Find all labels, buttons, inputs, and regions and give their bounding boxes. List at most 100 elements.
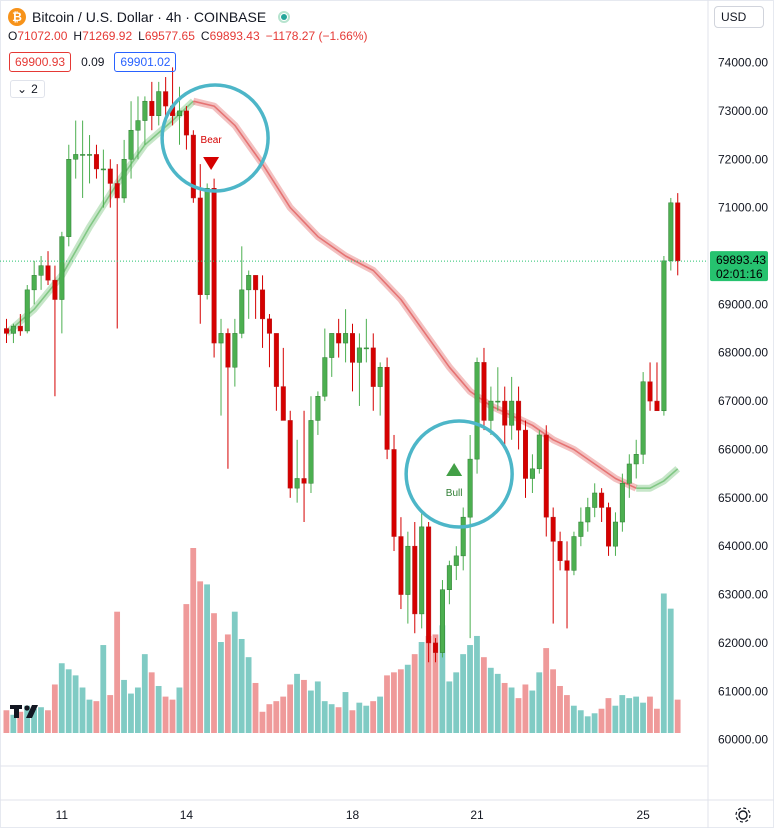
- indicator-count: 2: [31, 82, 38, 96]
- volume-bar: [460, 654, 467, 733]
- volume-bar: [342, 692, 349, 733]
- candle-body: [543, 434, 549, 518]
- candle-body: [100, 168, 106, 171]
- candle-body: [197, 197, 203, 295]
- candle-body: [661, 260, 667, 412]
- volume-bar: [480, 657, 487, 733]
- candle: [73, 120, 79, 179]
- candle: [384, 357, 390, 460]
- volume-bar: [218, 642, 224, 733]
- volume-bar: [584, 716, 591, 733]
- tradingview-logo-icon[interactable]: [10, 702, 46, 720]
- sell-price-button[interactable]: 69900.93: [9, 52, 72, 72]
- volume-bar: [363, 705, 370, 733]
- volume-bar: [162, 696, 169, 733]
- candle: [4, 318, 9, 344]
- symbol-title[interactable]: Bitcoin / U.S. Dollar · 4h · COINBASE: [32, 9, 267, 25]
- candle-body: [38, 265, 44, 276]
- low-value: L69577.65: [138, 29, 195, 43]
- candle: [45, 251, 51, 286]
- candle-body: [391, 449, 397, 537]
- candle: [564, 541, 570, 629]
- candle-body: [467, 458, 473, 518]
- candle-body: [211, 188, 217, 344]
- volume-bar: [377, 696, 383, 733]
- candle-body: [87, 154, 93, 156]
- price-axis-tick: 72000.00: [718, 152, 768, 166]
- price-axis-tick: 63000.00: [718, 588, 768, 602]
- candle-body: [73, 154, 79, 160]
- volume-bar: [328, 704, 335, 733]
- bull-signal-icon: [446, 463, 463, 476]
- candle-body: [294, 478, 300, 489]
- volume-layer: [3, 548, 681, 733]
- candle: [273, 333, 279, 411]
- candle-body: [107, 168, 113, 184]
- candle: [439, 580, 445, 658]
- candle: [107, 159, 113, 208]
- candle: [460, 507, 466, 571]
- candle-body: [481, 362, 487, 421]
- volume-bar: [653, 708, 660, 733]
- moving-average-layer: [4, 97, 681, 492]
- candle-body: [502, 400, 508, 426]
- candle: [301, 410, 307, 523]
- candle: [668, 197, 674, 271]
- candle: [543, 425, 549, 537]
- bitcoin-logo-icon: ₿: [8, 8, 26, 26]
- candle: [38, 255, 44, 290]
- volume-bar: [238, 638, 245, 733]
- volume-bar: [397, 669, 404, 733]
- volume-bar: [24, 705, 31, 733]
- volume-bar: [86, 699, 93, 733]
- buy-price-button[interactable]: 69901.02: [114, 52, 177, 72]
- volume-bar: [314, 681, 321, 733]
- axis-layer: 74000.0073000.0072000.0071000.0070000.00…: [56, 56, 769, 822]
- candle: [391, 434, 397, 552]
- gear-icon[interactable]: [734, 806, 752, 824]
- candle-body: [619, 483, 625, 523]
- volume-bar: [577, 710, 584, 733]
- candle: [253, 275, 259, 319]
- candle: [287, 410, 293, 498]
- market-status-icon[interactable]: [278, 11, 291, 23]
- time-axis-tick: 18: [346, 808, 360, 822]
- candle-body: [52, 279, 58, 300]
- volume-bar: [467, 645, 473, 733]
- volume-bar: [176, 687, 183, 733]
- candle: [571, 531, 577, 576]
- close-value: C69893.43: [200, 29, 260, 43]
- volume-bar: [58, 663, 65, 733]
- price-axis-tick: 74000.00: [718, 56, 768, 70]
- volume-bar: [266, 704, 273, 733]
- indicators-toggle-button[interactable]: ⌄ 2: [10, 80, 45, 98]
- candle-body: [273, 333, 279, 387]
- volume-bar: [197, 581, 204, 733]
- candle-body: [135, 120, 141, 131]
- volume-bar: [515, 698, 522, 733]
- bear-signal-circle: [160, 83, 270, 193]
- bull-signal-label: Bull: [446, 488, 463, 499]
- candle: [488, 386, 494, 435]
- volume-bar: [335, 707, 342, 733]
- candle: [87, 135, 93, 184]
- candle: [426, 522, 432, 663]
- candle: [121, 139, 127, 203]
- candle-body: [585, 507, 591, 523]
- symbol-header[interactable]: ₿ Bitcoin / U.S. Dollar · 4h · COINBASE: [8, 6, 291, 28]
- volume-bar: [508, 687, 515, 733]
- volume-bar: [128, 693, 134, 733]
- currency-select[interactable]: USD: [714, 6, 764, 28]
- volume-bar: [252, 682, 259, 733]
- volume-bar: [453, 672, 460, 733]
- volume-bar: [259, 711, 266, 733]
- candle-body: [363, 347, 369, 350]
- candle: [550, 507, 556, 624]
- candle: [412, 522, 418, 634]
- candle-body: [384, 366, 390, 450]
- volume-bar: [432, 634, 439, 733]
- candle: [585, 497, 591, 532]
- volume-bar: [411, 654, 418, 733]
- candle: [177, 86, 182, 145]
